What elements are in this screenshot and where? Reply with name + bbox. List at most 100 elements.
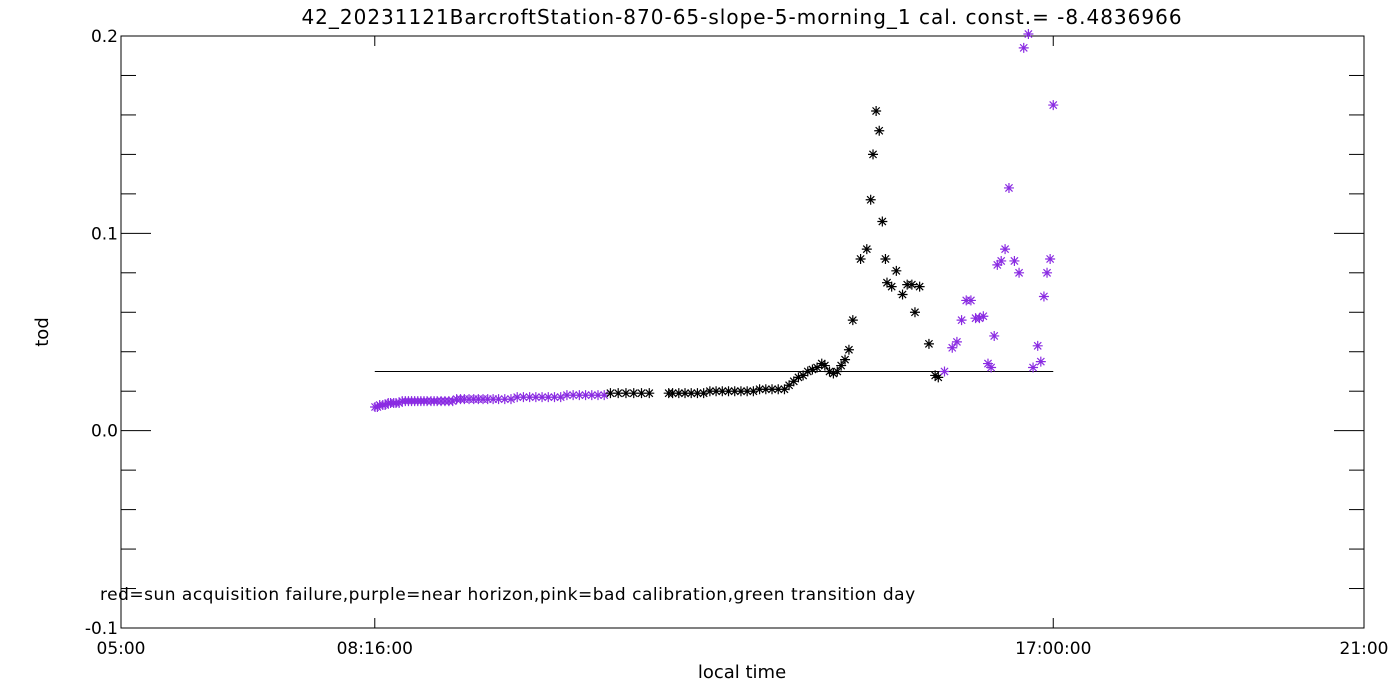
data-point — [906, 279, 917, 290]
data-point — [667, 388, 678, 399]
data-point — [742, 386, 753, 397]
data-point — [881, 277, 892, 288]
data-point — [930, 370, 941, 381]
data-point — [871, 105, 882, 116]
data-point — [644, 388, 655, 399]
data-point-near-horizon — [986, 362, 997, 373]
data-point — [636, 388, 647, 399]
data-point-near-horizon — [580, 390, 591, 401]
data-point-near-horizon — [530, 392, 541, 403]
data-point — [914, 281, 925, 292]
data-point-near-horizon — [488, 394, 499, 405]
data-point-near-horizon — [394, 398, 405, 409]
data-point-near-horizon — [574, 390, 585, 401]
y-tick-label: 0.2 — [91, 27, 118, 47]
data-point — [836, 360, 847, 371]
data-point — [798, 370, 809, 381]
data-point — [717, 386, 728, 397]
data-point-near-horizon — [543, 392, 554, 403]
x-tick-label: 05:00 — [97, 639, 146, 659]
y-tick-label: 0.0 — [91, 422, 118, 442]
data-point — [933, 372, 944, 383]
data-point — [812, 362, 823, 373]
data-point-near-horizon — [568, 390, 579, 401]
data-point — [855, 253, 866, 264]
data-point — [880, 253, 891, 264]
data-point-near-horizon — [1032, 340, 1043, 351]
data-point — [824, 366, 835, 377]
data-point — [711, 386, 722, 397]
data-point-near-horizon — [939, 366, 950, 377]
data-point — [865, 194, 876, 205]
data-point-near-horizon — [447, 396, 458, 407]
data-point-near-horizon — [1038, 291, 1049, 302]
data-point — [923, 338, 934, 349]
data-point — [819, 360, 830, 371]
data-point-near-horizon — [1000, 244, 1011, 255]
data-point — [877, 216, 888, 227]
data-point — [729, 386, 740, 397]
data-point-near-horizon — [549, 392, 560, 403]
flag-legend-note: red=sun acquisition failure,purple=near … — [100, 585, 916, 605]
data-point-near-horizon — [992, 259, 1003, 270]
data-point-near-horizon — [1009, 255, 1020, 266]
data-point-near-horizon — [1018, 42, 1029, 53]
chart-title: 42_20231121BarcroftStation-870-65-slope-… — [301, 5, 1182, 29]
x-tick-label: 21:00 — [1340, 639, 1389, 659]
data-point — [698, 388, 709, 399]
data-point — [784, 380, 795, 391]
data-point — [802, 366, 813, 377]
data-point — [686, 388, 697, 399]
data-point-near-horizon — [989, 330, 1000, 341]
data-point — [891, 265, 902, 276]
data-point — [692, 388, 703, 399]
data-point — [673, 388, 684, 399]
data-point — [767, 384, 778, 395]
data-point — [807, 364, 818, 375]
data-point — [793, 372, 804, 383]
data-point-near-horizon — [1048, 100, 1059, 111]
data-point-near-horizon — [561, 390, 572, 401]
data-point-near-horizon — [1042, 267, 1053, 278]
x-tick-label: 08:16:00 — [337, 639, 413, 659]
data-point-near-horizon — [1014, 267, 1025, 278]
data-point — [748, 386, 759, 397]
data-point-near-horizon — [512, 392, 523, 403]
data-point-near-horizon — [599, 390, 610, 401]
data-point-near-horizon — [518, 392, 529, 403]
y-tick-label: -0.1 — [85, 619, 118, 639]
data-point-near-horizon — [499, 394, 510, 405]
axis-ticks — [120, 35, 1365, 629]
data-point — [613, 388, 624, 399]
data-point-near-horizon — [1003, 182, 1014, 193]
data-point-near-horizon — [996, 255, 1007, 266]
data-point-near-horizon — [956, 315, 967, 326]
data-point-near-horizon — [978, 311, 989, 322]
data-point-near-horizon — [524, 392, 535, 403]
data-point — [909, 307, 920, 318]
data-point — [832, 366, 843, 377]
data-point — [886, 281, 897, 292]
data-point — [628, 388, 639, 399]
data-point-near-horizon — [951, 336, 962, 347]
data-point-near-horizon — [974, 313, 985, 324]
data-point — [840, 354, 851, 365]
data-point-near-horizon — [586, 390, 597, 401]
data-point — [773, 384, 784, 395]
plot-frame — [120, 35, 1365, 629]
data-point-near-horizon — [965, 295, 976, 306]
data-point — [779, 384, 790, 395]
data-points — [370, 29, 1059, 412]
data-point — [735, 386, 746, 397]
data-point — [680, 388, 691, 399]
data-point — [704, 386, 715, 397]
data-point-near-horizon — [505, 394, 516, 405]
data-point — [874, 125, 885, 136]
data-point — [723, 386, 734, 397]
data-point — [897, 289, 908, 300]
data-point-near-horizon — [482, 394, 493, 405]
data-point — [828, 368, 839, 379]
data-point-near-horizon — [537, 392, 548, 403]
data-point — [861, 244, 872, 255]
